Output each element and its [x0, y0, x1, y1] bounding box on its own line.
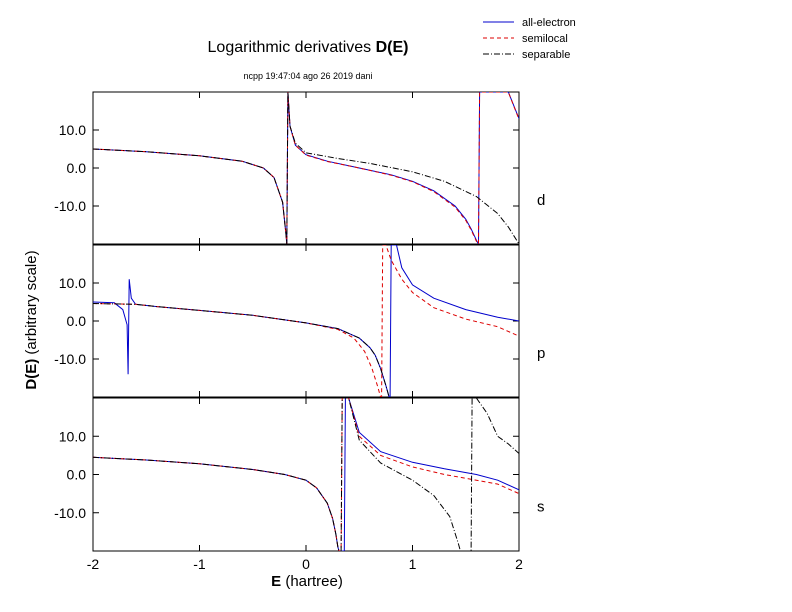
y-tick-label: 0.0 [67, 160, 87, 176]
panel-d: 10.0 0.0 -10.0 d [54, 91, 545, 245]
series-line-separable-s [93, 398, 519, 551]
x-tick-label: 2 [515, 556, 523, 572]
series-line-all-electron-s [93, 398, 519, 551]
channel-label-s: s [537, 499, 545, 516]
chart-title: Logarithmic derivatives D(E) [208, 39, 409, 56]
series-line-separable-d [93, 92, 519, 244]
x-axis-label-rest: (hartree) [281, 573, 343, 590]
x-tick-label: -2 [87, 556, 100, 572]
x-tick-label: 1 [409, 556, 417, 572]
chart-subtitle: ncpp 19:47:04 ago 26 2019 dani [243, 71, 372, 81]
channel-label-p: p [537, 345, 545, 362]
y-tick-label: -10.0 [54, 505, 86, 521]
legend: all-electron semilocal separable [483, 17, 576, 61]
panel-frame [92, 91, 520, 245]
x-tick-label: 0 [302, 556, 310, 572]
chart-title-prefix: Logarithmic derivatives [208, 39, 376, 56]
x-tick-label: -1 [193, 556, 206, 572]
channel-label-d: d [537, 192, 545, 209]
series-line-semilocal-d [93, 92, 519, 244]
y-tick-label: 0.0 [67, 467, 87, 483]
y-tick-label: 10.0 [59, 122, 86, 138]
legend-label-separable: separable [522, 49, 570, 61]
series-line-separable-p [93, 303, 390, 397]
panel-frame [92, 244, 520, 398]
x-axis-label-bold: E [271, 573, 281, 590]
series-line-all-electron-p [93, 245, 519, 397]
x-tick-labels: -2 -1 0 1 2 [87, 556, 523, 572]
series-group [93, 245, 519, 397]
series-group [93, 398, 519, 551]
panel-frame [92, 397, 520, 552]
y-tick-label: 10.0 [59, 428, 86, 444]
y-tick-label: -10.0 [54, 198, 86, 214]
panel-s: 10.0 0.0 -10.0 s [54, 397, 545, 552]
legend-label-all-electron: all-electron [522, 17, 576, 29]
chart-title-bold: D(E) [376, 39, 409, 56]
series-line-semilocal-p [93, 245, 519, 397]
series-group [93, 92, 519, 244]
y-axis-label-bold: D(E) [23, 359, 40, 390]
y-tick-label: 0.0 [67, 313, 87, 329]
y-axis-label-rest: (arbitrary scale) [23, 250, 40, 358]
y-tick-label: 10.0 [59, 275, 86, 291]
panel-p: 10.0 0.0 -10.0 p [54, 244, 545, 398]
y-tick-label: -10.0 [54, 351, 86, 367]
series-line-semilocal-s [93, 398, 519, 551]
y-axis-label: D(E) (arbitrary scale) [23, 250, 40, 389]
series-line-all-electron-d [93, 92, 519, 244]
legend-label-semilocal: semilocal [522, 33, 568, 45]
x-axis-label: E (hartree) [271, 573, 343, 590]
